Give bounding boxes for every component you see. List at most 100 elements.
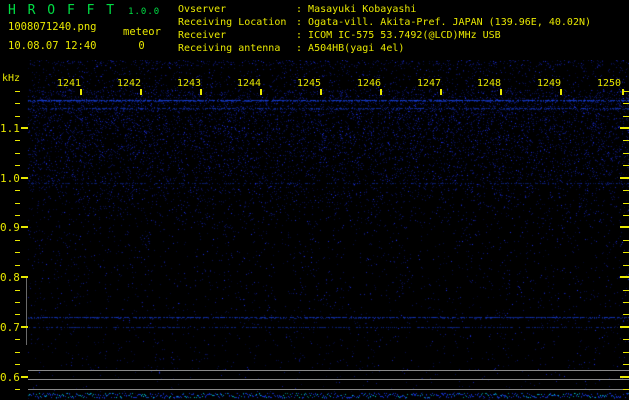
freq-major-tick-left [21,325,28,328]
freq-minor-tick-right [623,90,629,92]
freq-axis-unit: kHz [2,73,21,84]
freq-minor-tick-left [15,264,20,266]
freq-minor-tick-left [15,140,20,142]
freq-minor-tick-right [623,202,629,204]
freq-minor-tick-left [15,165,20,167]
time-tick-mark [80,89,82,95]
time-tick-mark [140,89,142,95]
time-tick-label: 1243 [177,78,202,89]
app-name: H R O F F T [8,3,117,18]
time-tick-mark [622,89,624,95]
time-tick-mark [440,89,442,95]
info-row-colon: : [296,43,309,54]
info-row: Receiving Location: Ogata-vill. Akita-Pr… [178,16,591,29]
time-tick-mark [560,89,562,95]
time-tick-label: 1247 [417,78,442,89]
freq-minor-tick-right [623,115,629,117]
freq-minor-tick-left [15,252,20,254]
freq-minor-tick-right [623,252,629,254]
freq-minor-tick-right [623,190,629,192]
station-info-block: Ovserver: Masayuki Kobayashi Receiving Lo… [178,3,591,55]
freq-minor-tick-left [15,301,20,303]
freq-minor-tick-left [15,289,20,291]
freq-minor-tick-left [15,90,20,92]
freq-minor-tick-right [623,264,629,266]
freq-minor-tick-right [623,239,629,241]
info-row-label: Ovserver [178,4,227,15]
freq-minor-tick-right [623,351,629,353]
freq-minor-tick-left [15,388,20,390]
freq-minor-tick-left [15,351,20,353]
time-tick-label: 1245 [297,78,322,89]
freq-minor-tick-right [623,214,629,216]
freq-minor-tick-right [623,301,629,303]
info-row-label: Receiving antenna [178,43,281,54]
time-tick-mark [500,89,502,95]
freq-minor-tick-left [15,339,20,341]
info-row-label: Receiving Location [178,17,287,28]
freq-minor-tick-right [623,339,629,341]
freq-minor-tick-right [623,140,629,142]
freq-minor-tick-left [15,314,20,316]
freq-minor-tick-right [623,152,629,154]
mode-label: meteor [123,26,161,38]
freq-minor-tick-left [15,214,20,216]
time-tick-label: 1249 [537,78,562,89]
level-scale-line [26,276,27,345]
freq-tick-label: 0.8 [0,271,20,285]
freq-tick-label: 1.1 [0,122,20,135]
freq-minor-tick-right [623,165,629,167]
freq-minor-tick-right [623,388,629,390]
freq-minor-tick-right [623,314,629,316]
freq-major-tick-left [21,276,28,279]
freq-minor-tick-left [15,152,20,154]
info-row: Receiving antenna: A504HB(yagi 4el) [178,42,591,55]
freq-minor-tick-left [15,115,20,117]
info-row-colon: : [296,4,309,15]
freq-minor-tick-right [623,103,629,105]
info-row-label: Receiver [178,30,227,41]
meteor-count: 0 [138,40,145,52]
freq-major-tick-right [620,127,629,129]
freq-minor-tick-left [15,202,20,204]
freq-minor-tick-left [15,190,20,192]
time-tick-label: 1248 [477,78,502,89]
info-row-value: Masayuki Kobayashi [308,4,417,15]
freq-minor-tick-left [15,103,20,105]
time-tick-mark [320,89,322,95]
freq-major-tick-left [21,127,28,129]
info-row: Ovserver: Masayuki Kobayashi [178,3,591,16]
freq-minor-tick-left [15,239,20,241]
time-tick-mark [200,89,202,95]
timestamp: 10.08.07 12:40 [8,40,97,52]
time-tick-mark [260,89,262,95]
freq-major-tick-right [620,226,629,229]
freq-major-tick-right [620,276,629,279]
level-reference-line [28,379,629,380]
info-row-colon: : [296,17,309,28]
time-tick-label: 1242 [117,78,142,89]
freq-tick-label: 0.7 [0,320,20,334]
info-row-colon: : [296,30,309,41]
freq-major-tick-right [620,375,629,378]
app-title: H R O F F T 1.0.0 [8,3,160,18]
time-tick-label: 1244 [237,78,262,89]
freq-major-tick-left [21,176,28,179]
time-tick-mark [380,89,382,95]
time-tick-label: 1241 [57,78,82,89]
freq-major-tick-right [620,176,629,179]
level-reference-line [28,370,629,371]
time-tick-label: 1246 [357,78,382,89]
freq-minor-tick-left [15,364,20,366]
freq-major-tick-left [21,375,28,378]
level-reference-line [28,389,629,390]
freq-tick-label: 0.9 [0,221,20,235]
info-row-value: Ogata-vill. Akita-Pref. JAPAN (139.96E, … [308,17,592,28]
freq-minor-tick-right [623,289,629,291]
app-version-label: 1.0.0 [128,7,161,17]
info-row-value: ICOM IC-575 53.7492(@LCD)MHz USB [308,30,501,41]
output-filename: 1008071240.png [8,21,97,33]
freq-major-tick-left [21,226,28,229]
info-row-value: A504HB(yagi 4el) [308,43,405,54]
